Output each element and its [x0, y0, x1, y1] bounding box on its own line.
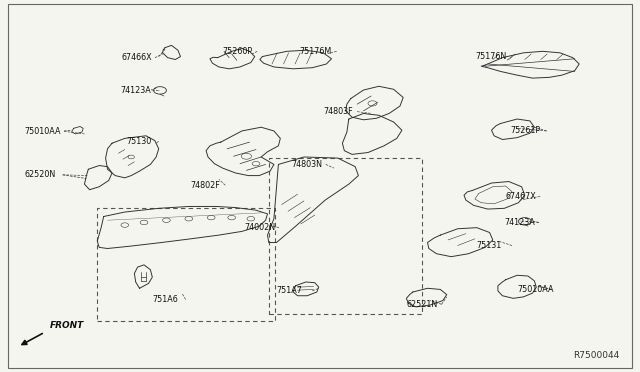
Text: 75176M: 75176M	[300, 47, 332, 56]
Text: 75176N: 75176N	[475, 52, 506, 61]
Text: 751A6: 751A6	[152, 295, 178, 304]
Text: 75261P: 75261P	[511, 126, 541, 135]
Text: R7500044: R7500044	[573, 351, 620, 360]
Text: 75010AA: 75010AA	[24, 127, 61, 136]
Text: 62521N: 62521N	[406, 300, 438, 309]
Text: 75260P: 75260P	[223, 47, 253, 56]
Text: 62520N: 62520N	[24, 170, 56, 179]
Text: 74123A: 74123A	[120, 86, 151, 95]
Text: 74123A: 74123A	[504, 218, 535, 227]
Text: 74803N: 74803N	[291, 160, 322, 169]
Text: 75010AA: 75010AA	[517, 285, 554, 294]
Text: FRONT: FRONT	[50, 321, 84, 330]
Text: 75131: 75131	[477, 241, 502, 250]
Text: 74803F: 74803F	[323, 107, 353, 116]
Text: 67466X: 67466X	[122, 53, 152, 62]
Text: 74802F: 74802F	[191, 181, 220, 190]
Text: 75130: 75130	[127, 137, 152, 146]
Bar	[97, 208, 275, 321]
Text: 751A7: 751A7	[276, 286, 302, 295]
Text: 67467X: 67467X	[506, 192, 536, 201]
Text: 74002N: 74002N	[244, 223, 276, 232]
Bar	[269, 158, 422, 314]
